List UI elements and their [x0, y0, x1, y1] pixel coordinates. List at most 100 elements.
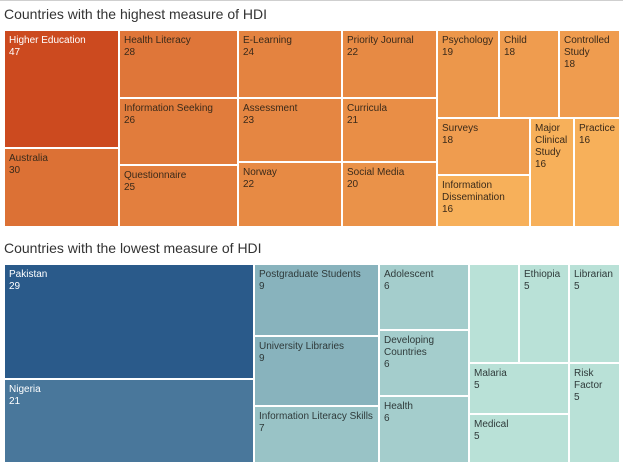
treemap-tile: Practice 16 — [574, 118, 620, 227]
tile-name: Developing Countries — [384, 335, 435, 358]
tile-label: Malaria 5 — [474, 368, 565, 392]
tile-name: Controlled Study — [564, 35, 610, 58]
tile-label: Norway 22 — [243, 167, 338, 191]
tile-label: Ethiopia 5 — [524, 269, 565, 293]
treemap-tile: Health Literacy 28 — [119, 30, 238, 98]
tile-value: 21 — [9, 396, 21, 407]
treemap-tile: Assessment 23 — [238, 98, 342, 162]
tile-label: Information Seeking 26 — [124, 103, 234, 127]
tile-value: 16 — [579, 135, 591, 146]
tile-label: Psychology 19 — [442, 35, 495, 59]
tile-name: Priority Journal — [347, 35, 414, 46]
tile-label: Priority Journal 22 — [347, 35, 433, 59]
tile-value: 28 — [124, 47, 136, 58]
treemap-tile: Priority Journal 22 — [342, 30, 437, 98]
tile-label: Controlled Study 18 — [564, 35, 616, 71]
tile-name: E-Learning — [243, 35, 292, 46]
top-divider — [0, 0, 623, 1]
tile-value: 30 — [9, 165, 21, 176]
tile-value: 7 — [259, 423, 265, 434]
tile-name: Nigeria — [9, 384, 41, 395]
tile-name: Surveys — [442, 123, 479, 134]
tile-label: Medical 5 — [474, 419, 565, 443]
tile-label: Higher Education 47 — [9, 35, 115, 59]
treemap-tile: Malaria 5 — [469, 363, 569, 414]
tile-name: Assessment — [243, 103, 298, 114]
tile-name: Curricula — [347, 103, 388, 114]
low-hdi-chart-title: Countries with the lowest measure of HDI — [4, 240, 262, 256]
treemap-tile: Nigeria 21 — [4, 379, 254, 463]
treemap-tile: Controlled Study 18 — [559, 30, 620, 118]
tile-value: 25 — [124, 182, 136, 193]
tile-name: Psychology — [442, 35, 494, 46]
tile-value: 29 — [9, 281, 21, 292]
tile-name: Australia — [9, 153, 48, 164]
tile-name: Information Seeking — [124, 103, 213, 114]
treemap-tile: E-Learning 24 — [238, 30, 342, 98]
treemap-tile: Medical 5 — [469, 414, 569, 463]
tile-name: Health Literacy — [124, 35, 191, 46]
treemap-tile: Child 18 — [499, 30, 559, 118]
tile-value: 6 — [384, 281, 390, 292]
tile-value: 47 — [9, 47, 21, 58]
treemap-tile: Norway 22 — [238, 162, 342, 227]
high-hdi-chart-title: Countries with the highest measure of HD… — [4, 6, 268, 22]
tile-value: 23 — [243, 115, 255, 126]
tile-name: Librarian — [574, 269, 613, 280]
tile-name: Medical — [474, 419, 509, 430]
tile-name: Adolescent — [384, 269, 434, 280]
treemap-tile: Adolescent 6 — [379, 264, 469, 330]
tile-label: Health Literacy 28 — [124, 35, 234, 59]
treemap-tile: Risk Factor 5 — [569, 363, 620, 463]
tile-value: 22 — [347, 47, 359, 58]
tile-value: 24 — [243, 47, 255, 58]
treemap-tile: Curricula 21 — [342, 98, 437, 162]
tile-value: 16 — [442, 204, 454, 215]
tile-label: Librarian 5 — [574, 269, 616, 293]
tile-label: Information Dissemination 16 — [442, 180, 526, 216]
treemap-tile: Ethiopia 5 — [519, 264, 569, 363]
tile-name: Social Media — [347, 167, 405, 178]
tile-value: 18 — [504, 47, 516, 58]
tile-label: Postgraduate Students 9 — [259, 269, 375, 293]
tile-label: Questionnaire 25 — [124, 170, 234, 194]
treemap-tile — [469, 264, 519, 363]
tile-name: Ethiopia — [524, 269, 561, 280]
tile-label: Adolescent 6 — [384, 269, 465, 293]
tile-name: Pakistan — [9, 269, 48, 280]
tile-value: 5 — [574, 281, 580, 292]
tile-value: 6 — [384, 359, 390, 370]
tile-value: 18 — [442, 135, 454, 146]
tile-value: 5 — [474, 380, 480, 391]
tile-label: Australia 30 — [9, 153, 115, 177]
tile-name: Health — [384, 401, 413, 412]
tile-name: University Libraries — [259, 341, 345, 352]
treemap-tile: Health 6 — [379, 396, 469, 463]
treemap-tile: Information Literacy Skills 7 — [254, 406, 379, 463]
tile-name: Norway — [243, 167, 277, 178]
treemap-tile: University Libraries 9 — [254, 336, 379, 406]
high-hdi-treemap: Higher Education 47 Australia 30 Health Lite… — [4, 30, 620, 227]
treemap-tile: Psychology 19 — [437, 30, 499, 118]
tile-value: 22 — [243, 179, 255, 190]
tile-name: Risk Factor — [574, 368, 603, 391]
treemap-tile: Developing Countries 6 — [379, 330, 469, 396]
tile-value: 18 — [564, 59, 576, 70]
tile-label: Child 18 — [504, 35, 555, 59]
tile-label: Practice 16 — [579, 123, 616, 147]
tile-label: Developing Countries 6 — [384, 335, 465, 371]
treemap-tile: Postgraduate Students 9 — [254, 264, 379, 336]
tile-label: Pakistan 29 — [9, 269, 250, 293]
tile-value: 5 — [524, 281, 530, 292]
tile-name: Postgraduate Students — [259, 269, 361, 280]
treemap-tile: Major Clinical Study 16 — [530, 118, 574, 227]
tile-value: 6 — [384, 413, 390, 424]
treemap-tile: Information Dissemination 16 — [437, 175, 530, 227]
tile-name: Malaria — [474, 368, 507, 379]
tile-label: Surveys 18 — [442, 123, 526, 147]
tile-value: 26 — [124, 115, 136, 126]
tile-value: 5 — [574, 392, 580, 403]
tile-value: 21 — [347, 115, 359, 126]
treemap-tile: Surveys 18 — [437, 118, 530, 175]
treemap-tile: Social Media 20 — [342, 162, 437, 227]
